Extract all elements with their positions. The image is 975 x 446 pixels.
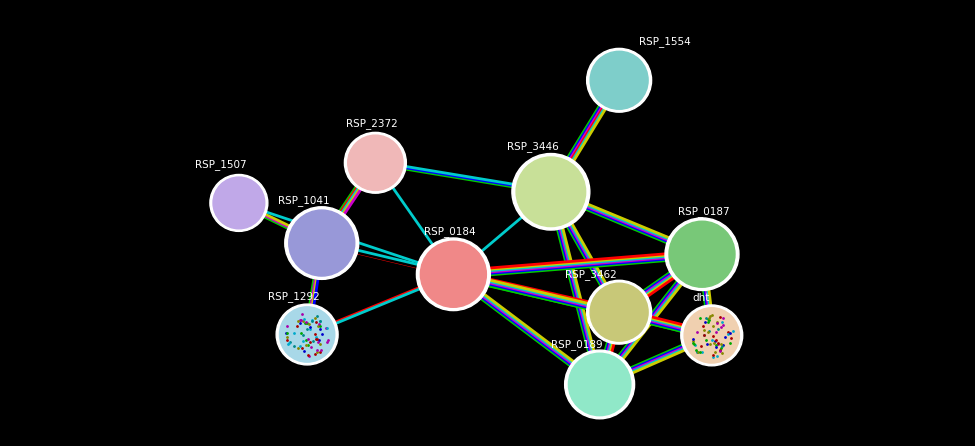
Ellipse shape: [516, 157, 586, 227]
Ellipse shape: [280, 307, 334, 362]
Ellipse shape: [587, 281, 651, 344]
Text: RSP_1041: RSP_1041: [278, 195, 330, 206]
Ellipse shape: [565, 350, 635, 419]
Ellipse shape: [590, 51, 648, 109]
Ellipse shape: [568, 353, 631, 416]
Ellipse shape: [665, 218, 739, 290]
Text: dht: dht: [692, 293, 710, 303]
Ellipse shape: [684, 308, 739, 363]
Text: RSP_1554: RSP_1554: [639, 36, 690, 47]
Ellipse shape: [213, 177, 265, 229]
Text: RSP_1507: RSP_1507: [195, 160, 247, 170]
Text: RSP_0189: RSP_0189: [551, 339, 603, 350]
Text: RSP_1292: RSP_1292: [268, 291, 320, 302]
Ellipse shape: [669, 221, 735, 287]
Ellipse shape: [416, 238, 490, 310]
Text: RSP_0184: RSP_0184: [424, 227, 476, 237]
Text: RSP_2372: RSP_2372: [346, 119, 398, 129]
Ellipse shape: [344, 132, 407, 193]
Ellipse shape: [681, 305, 743, 366]
Ellipse shape: [420, 241, 487, 307]
Ellipse shape: [587, 49, 651, 112]
Text: RSP_3446: RSP_3446: [507, 141, 559, 152]
Ellipse shape: [285, 207, 359, 279]
Ellipse shape: [210, 174, 268, 231]
Ellipse shape: [348, 135, 403, 190]
Ellipse shape: [289, 210, 355, 276]
Text: RSP_3462: RSP_3462: [566, 269, 617, 280]
Ellipse shape: [590, 283, 648, 341]
Ellipse shape: [512, 153, 590, 230]
Ellipse shape: [276, 304, 338, 365]
Text: RSP_0187: RSP_0187: [678, 206, 729, 217]
